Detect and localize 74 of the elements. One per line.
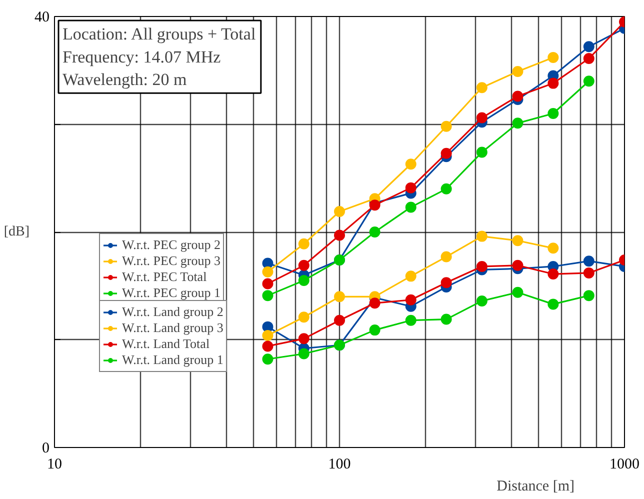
point xyxy=(476,146,488,158)
legend-label: W.r.t. PEC group 3 xyxy=(122,253,220,269)
y-axis-title: [dB] xyxy=(4,224,30,240)
point xyxy=(476,295,488,306)
legend-label: W.r.t. PEC group 1 xyxy=(122,285,220,301)
point xyxy=(548,242,559,254)
point xyxy=(369,324,380,336)
legend-label: W.r.t. Land group 2 xyxy=(122,304,224,320)
point xyxy=(440,148,452,159)
point xyxy=(405,294,416,306)
point xyxy=(334,230,345,241)
point xyxy=(440,183,452,194)
point xyxy=(405,314,416,326)
point xyxy=(583,290,594,302)
x-tick-label: 10 xyxy=(47,456,62,472)
point xyxy=(476,112,488,124)
point xyxy=(298,274,310,286)
point xyxy=(583,267,594,278)
point xyxy=(476,230,488,242)
annotation: Location: All groups + Total xyxy=(62,24,256,44)
point xyxy=(262,330,274,341)
point xyxy=(440,314,452,325)
legend-label: W.r.t. PEC Total xyxy=(122,269,207,285)
point xyxy=(548,108,559,119)
legend-label: W.r.t. PEC group 2 xyxy=(122,237,220,253)
point xyxy=(512,118,524,129)
point xyxy=(583,53,594,64)
point xyxy=(583,41,594,52)
y-tick-label: 40 xyxy=(34,10,50,26)
point xyxy=(262,290,274,302)
point xyxy=(512,260,524,271)
x-tick-label: 1000 xyxy=(610,456,640,472)
point xyxy=(512,235,524,246)
point xyxy=(548,268,559,280)
point xyxy=(298,238,310,250)
point xyxy=(548,78,559,89)
annotation: Wavelength: 20 m xyxy=(62,70,187,90)
point xyxy=(440,277,452,288)
point xyxy=(369,200,380,211)
point xyxy=(512,66,524,77)
point xyxy=(405,182,416,194)
point xyxy=(369,226,380,238)
point xyxy=(298,312,310,323)
point xyxy=(262,278,274,290)
point xyxy=(369,298,380,309)
point xyxy=(405,158,416,170)
point xyxy=(334,206,345,218)
point xyxy=(476,82,488,94)
point xyxy=(548,52,559,63)
x-tick-label: 100 xyxy=(328,456,351,472)
point xyxy=(334,291,345,302)
legend-label: W.r.t. Land Total xyxy=(122,336,210,352)
point xyxy=(548,298,559,310)
y-tick-label: 0 xyxy=(42,440,50,456)
x-axis-title: Distance [m] xyxy=(496,478,575,494)
point xyxy=(583,76,594,87)
point xyxy=(476,260,488,272)
point xyxy=(440,120,452,132)
point xyxy=(298,333,310,344)
point xyxy=(262,266,274,278)
point xyxy=(405,202,416,213)
point xyxy=(334,314,345,326)
legend-label: W.r.t. Land group 1 xyxy=(122,352,224,368)
point xyxy=(512,286,524,298)
point xyxy=(298,260,310,271)
point xyxy=(262,354,274,365)
point xyxy=(440,251,452,262)
point xyxy=(512,90,524,102)
legend-label: W.r.t. Land group 3 xyxy=(122,320,224,336)
annotation: Frequency: 14.07 MHz xyxy=(62,47,222,66)
point xyxy=(298,348,310,360)
point xyxy=(405,270,416,282)
point xyxy=(583,256,594,267)
point xyxy=(262,340,274,352)
